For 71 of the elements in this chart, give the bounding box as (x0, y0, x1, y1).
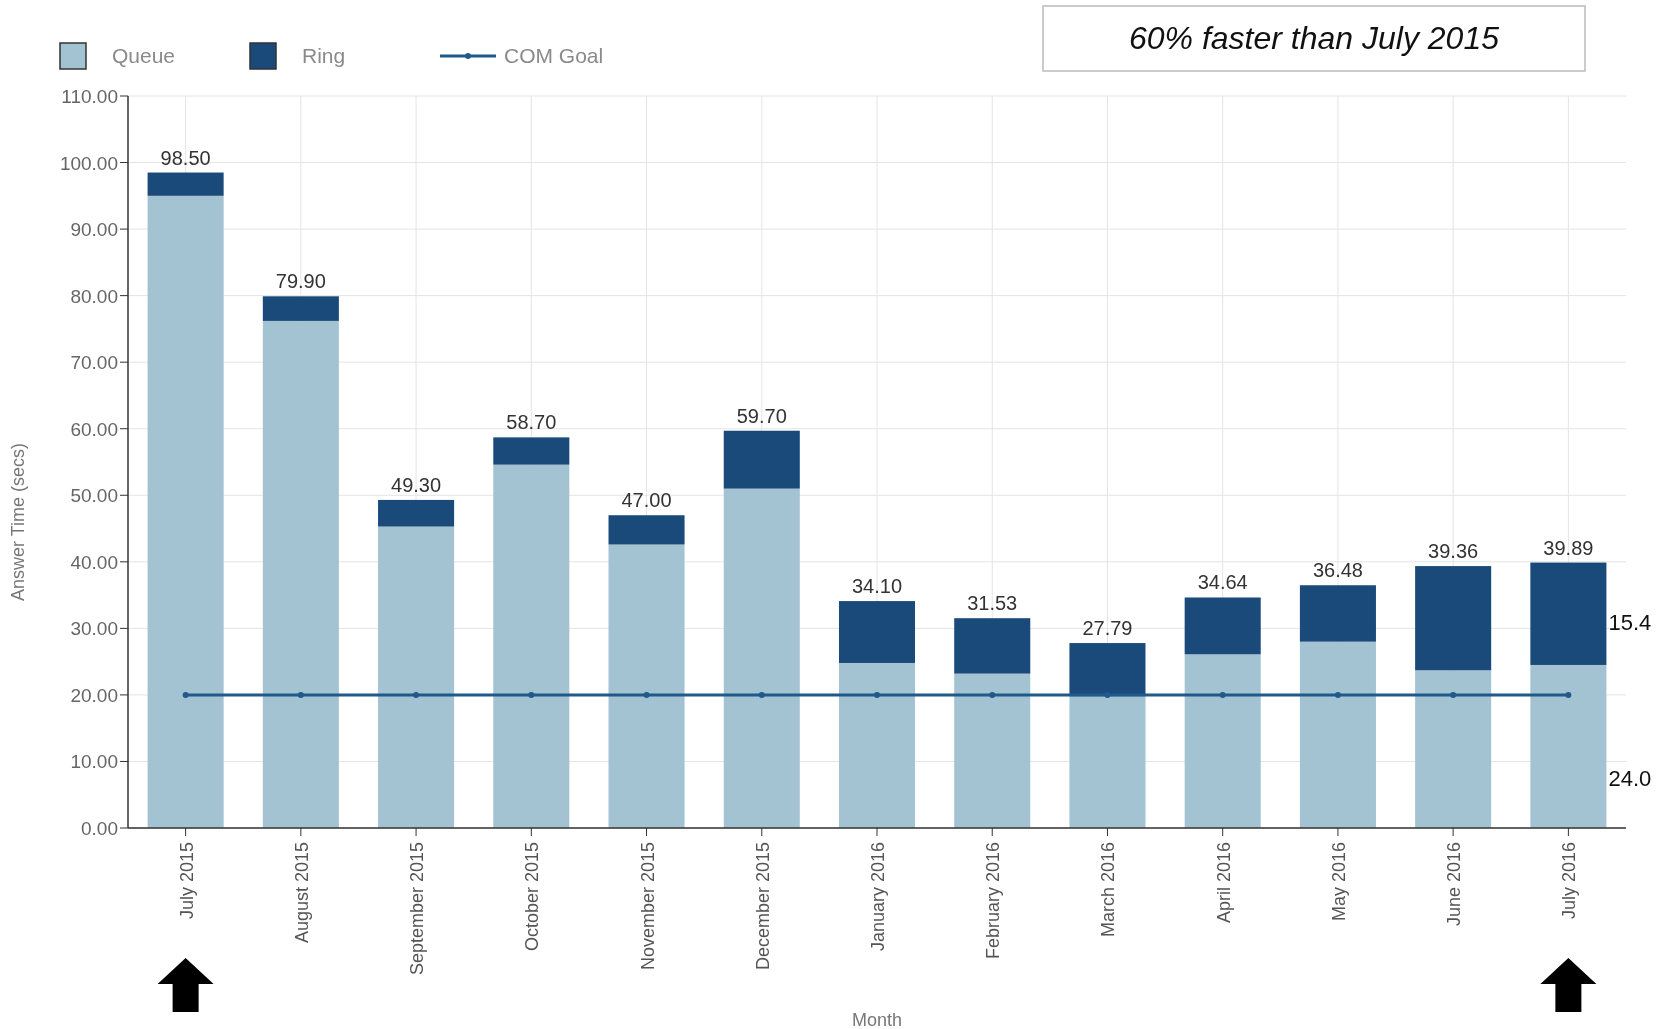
x-tick-label: May 2016 (1328, 842, 1349, 922)
bar (954, 618, 1031, 674)
bar (1184, 597, 1261, 655)
total-label: 39.36 (1428, 540, 1479, 563)
bar (1184, 654, 1261, 828)
total-label: 98.50 (160, 146, 211, 169)
y-tick-label: 0.00 (81, 818, 118, 839)
bar (838, 601, 916, 663)
legend-label: COM Goal (504, 44, 604, 67)
total-label: 59.70 (736, 404, 787, 427)
bar (1299, 585, 1376, 642)
bar (493, 437, 570, 465)
bar (147, 172, 224, 196)
y-tick-label: 30.00 (70, 618, 118, 640)
x-tick-label: November 2015 (637, 842, 658, 971)
bar (1069, 696, 1146, 828)
chart-title: 60% faster than July 2015 (1128, 20, 1500, 56)
bar (1415, 566, 1492, 671)
x-tick-label: December 2015 (752, 842, 773, 971)
bar (1530, 562, 1607, 665)
x-axis-title: Month (851, 1010, 903, 1029)
total-label: 31.53 (967, 592, 1018, 615)
total-label: 58.70 (506, 411, 557, 434)
y-tick-label: 40.00 (70, 551, 118, 573)
y-axis-title: Answer Time (secs) (8, 442, 28, 602)
y-tick-label: 80.00 (70, 285, 118, 307)
y-tick-label: 50.00 (70, 485, 118, 507)
bar (147, 195, 224, 828)
total-label: 36.48 (1312, 559, 1363, 582)
total-label: 34.10 (851, 575, 903, 598)
bar (608, 544, 685, 828)
total-label: 79.90 (275, 270, 326, 293)
y-tick-label: 110.00 (61, 86, 118, 107)
annotation: 15.4 (1608, 610, 1652, 635)
x-tick-label: August 2015 (291, 842, 312, 944)
x-tick-label: July 2015 (176, 842, 197, 920)
x-tick-label: February 2016 (983, 842, 1004, 960)
bar (723, 430, 800, 489)
bar (262, 320, 339, 828)
total-label: 39.89 (1543, 536, 1594, 559)
y-tick-label: 90.00 (70, 219, 118, 241)
x-tick-label: June 2016 (1444, 842, 1465, 927)
bar (608, 515, 685, 545)
bar (954, 673, 1031, 828)
bar (1299, 641, 1376, 828)
y-tick-label: 20.00 (70, 684, 118, 706)
bar (1530, 664, 1607, 828)
y-tick-label: 60.00 (70, 418, 118, 440)
x-tick-label: September 2015 (407, 842, 428, 976)
bar (378, 526, 455, 828)
x-tick-label: July 2016 (1559, 842, 1580, 920)
y-tick-label: 100.00 (59, 152, 118, 174)
legend-label: Queue (112, 44, 176, 67)
legend-label: Ring (302, 44, 346, 67)
bar (838, 662, 916, 828)
bar (1415, 670, 1492, 828)
x-tick-label: January 2016 (868, 842, 888, 952)
bar (493, 464, 570, 828)
y-tick-label: 70.00 (70, 352, 118, 374)
bar (378, 499, 455, 527)
total-label: 27.79 (1082, 617, 1133, 640)
x-tick-label: April 2016 (1213, 842, 1234, 924)
bar (262, 296, 339, 321)
total-label: 34.64 (1197, 571, 1248, 594)
y-tick-label: 10.00 (70, 751, 118, 773)
total-label: 47.00 (621, 489, 672, 512)
annotation: 24.0 (1608, 766, 1652, 791)
total-label: 49.30 (391, 473, 442, 496)
x-tick-label: October 2015 (522, 842, 543, 952)
bar (723, 488, 800, 828)
x-tick-label: March 2016 (1098, 842, 1119, 938)
